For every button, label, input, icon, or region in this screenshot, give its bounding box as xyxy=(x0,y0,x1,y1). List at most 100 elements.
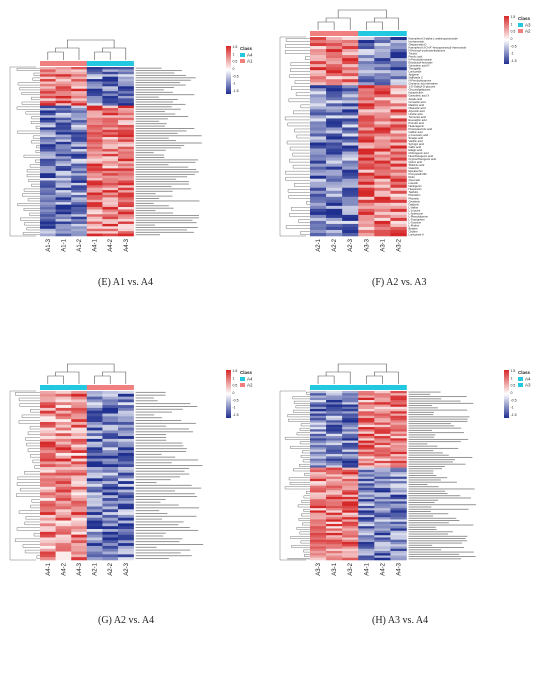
colorbar-tick: 1 xyxy=(233,52,235,56)
heatmap-cell xyxy=(358,492,375,495)
legend-title: Class xyxy=(240,46,253,51)
heatmap-cell xyxy=(102,545,119,550)
heatmap-cell xyxy=(358,465,375,468)
heatmap-cell xyxy=(358,501,375,504)
row-dendrogram-branch xyxy=(287,122,310,127)
heatmap-cell xyxy=(71,424,88,428)
heatmap-cell xyxy=(102,407,119,412)
heatmap-cell xyxy=(310,447,327,450)
heatmap-cell xyxy=(40,413,56,417)
heatmap-cell xyxy=(390,393,407,396)
heatmap-cell xyxy=(55,112,72,116)
heatmap-cell xyxy=(374,546,391,550)
heatmap-cell xyxy=(310,483,327,486)
row-dendrogram-branch xyxy=(35,150,40,153)
heatmap-cell xyxy=(342,413,359,417)
row-dendrogram-branch xyxy=(25,111,40,115)
heatmap-cell xyxy=(86,424,103,428)
heatmap-cell xyxy=(342,136,359,140)
heatmap-cell xyxy=(102,132,119,135)
heatmap-cell xyxy=(86,83,103,87)
row-label: N-Hexosyl-p-phenylethylamine xyxy=(408,49,445,53)
heatmap-cell xyxy=(342,67,359,71)
heatmap-cell xyxy=(358,85,375,89)
heatmap-cell xyxy=(326,456,343,459)
heatmap-cell xyxy=(326,541,343,545)
row-label-placeholder xyxy=(408,533,448,535)
heatmap-cell xyxy=(71,444,88,448)
row-label-placeholder xyxy=(135,403,191,405)
heatmap-cell xyxy=(86,393,103,397)
heatmap-cell xyxy=(326,187,343,192)
heatmap-cell xyxy=(102,486,119,490)
heatmap-cell xyxy=(342,460,359,464)
row-dendrogram-branch xyxy=(27,431,40,435)
heatmap-cell xyxy=(118,144,134,147)
heatmap-cell xyxy=(374,220,391,225)
heatmap-cell xyxy=(326,440,343,444)
heatmap-cell xyxy=(326,503,343,507)
heatmap-cell xyxy=(342,499,359,502)
heatmap-cell xyxy=(102,452,119,457)
heatmap-cell xyxy=(55,393,72,397)
heatmap-cell xyxy=(374,88,391,92)
row-label: Ganoderic acid H xyxy=(408,64,429,68)
heatmap-cell xyxy=(390,424,407,428)
heatmap-cell xyxy=(358,64,375,68)
heatmap-cell xyxy=(102,419,119,423)
heatmap-cell xyxy=(342,465,359,468)
column-label: A2-1 xyxy=(316,238,322,251)
row-dendrogram-branch xyxy=(30,140,40,144)
column-dendrogram-branch xyxy=(325,17,351,30)
heatmap-cell xyxy=(118,117,134,121)
heatmap-cell xyxy=(40,450,56,454)
heatmap-cell xyxy=(310,465,327,468)
heatmap-cell xyxy=(102,221,119,225)
heatmap-cell xyxy=(358,454,375,457)
row-dendrogram-branch xyxy=(300,231,310,235)
heatmap-cell xyxy=(102,88,119,92)
heatmap-cell xyxy=(40,69,56,73)
heatmap-cell xyxy=(390,505,407,509)
legend-label: A4 xyxy=(247,53,253,58)
heatmap-cell xyxy=(71,391,88,395)
heatmap-cell xyxy=(342,420,359,423)
heatmap-cell xyxy=(102,543,119,547)
row-label-placeholder xyxy=(135,234,160,236)
heatmap-cell xyxy=(55,139,72,143)
row-label: Lonicoside A xyxy=(408,232,424,236)
heatmap-cell xyxy=(71,199,88,203)
heatmap-cell xyxy=(310,46,327,50)
heatmap-cell xyxy=(358,43,375,47)
heatmap-cell xyxy=(374,519,391,522)
heatmap-cell xyxy=(374,469,391,473)
heatmap-cell xyxy=(342,427,359,430)
heatmap-cell xyxy=(86,402,103,406)
heatmap-cell xyxy=(55,410,72,414)
heatmap-cell xyxy=(118,512,134,516)
row-dendrogram-branch xyxy=(289,446,310,449)
heatmap-cell xyxy=(55,512,72,516)
heatmap-cell xyxy=(86,105,103,109)
row-dendrogram-branch xyxy=(26,227,40,231)
heatmap-cell xyxy=(86,221,103,225)
row-label: Isorhamnetin xyxy=(408,39,424,43)
heatmap-cell xyxy=(390,532,407,536)
heatmap-cell xyxy=(358,91,375,95)
heatmap-cell xyxy=(86,197,103,201)
row-label-placeholder xyxy=(135,484,192,486)
heatmap-cell xyxy=(390,148,407,152)
heatmap-cell xyxy=(310,530,327,534)
row-label: N-Feruloylserotonin xyxy=(408,58,432,62)
row-label: Chlorogenic acid xyxy=(408,151,429,155)
column-label: A1-3 xyxy=(46,238,52,251)
row-label-placeholder xyxy=(408,558,462,560)
row-label-placeholder xyxy=(408,477,448,479)
heatmap-cell xyxy=(55,124,72,128)
row-label: L-Tyrosine xyxy=(408,220,421,224)
heatmap-cell xyxy=(310,503,327,507)
heatmap-cell xyxy=(310,541,327,545)
heatmap-cell xyxy=(118,557,134,561)
heatmap-cell xyxy=(390,528,407,532)
row-label: L-Tryptophan xyxy=(408,217,424,221)
